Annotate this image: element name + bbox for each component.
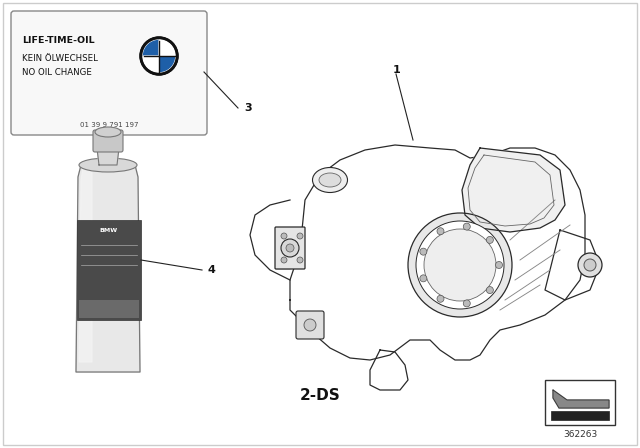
Circle shape [486,237,493,243]
Circle shape [408,213,512,317]
Circle shape [424,229,496,301]
Circle shape [495,262,502,268]
Polygon shape [553,390,609,408]
Polygon shape [290,145,585,360]
Polygon shape [370,350,408,390]
Wedge shape [159,40,175,56]
Circle shape [281,257,287,263]
Ellipse shape [312,168,348,193]
Circle shape [420,248,427,255]
Ellipse shape [95,127,121,137]
Circle shape [283,240,303,260]
Polygon shape [250,200,290,280]
Polygon shape [545,230,600,300]
Ellipse shape [319,173,341,187]
Text: 2-DS: 2-DS [300,388,340,402]
Circle shape [463,223,470,230]
Text: 362263: 362263 [563,430,597,439]
Bar [551,411,609,420]
Polygon shape [79,168,92,362]
Text: KEIN ÖLWECHSEL: KEIN ÖLWECHSEL [22,54,98,63]
Text: 3: 3 [244,103,252,113]
Circle shape [437,228,444,235]
Polygon shape [276,232,290,268]
FancyBboxPatch shape [93,130,123,152]
Circle shape [304,319,316,331]
Circle shape [297,233,303,239]
Bar [545,380,615,425]
Circle shape [420,275,427,282]
Circle shape [416,221,504,309]
Circle shape [486,287,493,293]
Circle shape [281,239,299,257]
FancyBboxPatch shape [11,11,207,135]
Wedge shape [143,40,159,56]
Text: 01 39 9 791 197: 01 39 9 791 197 [80,122,138,128]
FancyBboxPatch shape [275,227,305,269]
Wedge shape [143,56,159,72]
Polygon shape [462,148,565,232]
Circle shape [463,300,470,307]
Circle shape [584,259,596,271]
Bar [79,300,139,318]
Polygon shape [97,140,119,165]
Circle shape [286,244,294,252]
Circle shape [140,37,178,75]
Ellipse shape [79,158,137,172]
Text: NO OIL CHANGE: NO OIL CHANGE [22,68,92,77]
Text: 1: 1 [393,65,401,75]
Circle shape [578,253,602,277]
Wedge shape [159,56,175,72]
Polygon shape [76,165,140,372]
Text: 4: 4 [208,265,216,275]
FancyBboxPatch shape [296,311,324,339]
Circle shape [437,295,444,302]
Circle shape [297,257,303,263]
Circle shape [281,233,287,239]
Circle shape [288,245,298,255]
Text: BMW: BMW [99,228,117,233]
FancyBboxPatch shape [77,220,141,320]
Text: LIFE-TIME-OIL: LIFE-TIME-OIL [22,36,95,45]
Circle shape [143,40,175,72]
